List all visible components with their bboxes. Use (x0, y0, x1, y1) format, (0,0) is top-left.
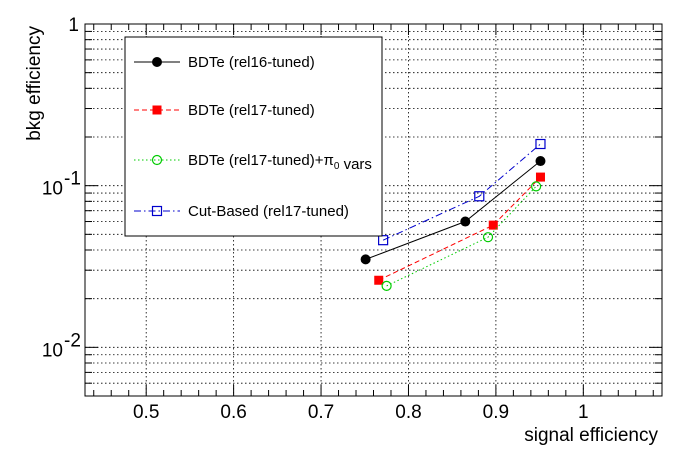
data-point (482, 232, 494, 243)
data-point (460, 216, 471, 227)
data-point (535, 156, 546, 167)
data-point (152, 57, 162, 67)
series-line (386, 186, 537, 287)
y-tick-label: 10 (42, 179, 63, 200)
legend-label: BDTe (rel16-tuned) (188, 54, 315, 71)
y-tick-label: 1 (68, 15, 79, 36)
x-tick-label: 0.7 (308, 402, 334, 423)
legend-label: Cut-Based (rel17-tuned) (188, 203, 349, 220)
data-point (531, 181, 542, 192)
data-point (474, 191, 485, 202)
y-tick-exponent: -1 (64, 169, 81, 190)
y-axis-title: bkg efficiency (24, 26, 45, 141)
x-tick-label: 1 (578, 402, 589, 423)
series-line (378, 176, 541, 281)
legend-label: BDTe (rel17-tuned)+π0 vars (188, 152, 372, 173)
series-line (382, 143, 541, 241)
series-1 (360, 156, 546, 265)
data-point (151, 205, 163, 217)
data-point (374, 275, 384, 285)
x-axis-title: signal efficiency (524, 425, 658, 446)
legend: BDTe (rel16-tuned) BDTe (rel17-tuned) BDTe… (124, 36, 383, 237)
data-point (535, 138, 546, 150)
legend-entry: BDTe (rel17-tuned)+π0 vars (134, 152, 372, 173)
data-point (535, 172, 545, 182)
data-point (151, 154, 163, 166)
legend-box (124, 36, 383, 237)
legend-entry: BDTe (rel16-tuned) (134, 54, 315, 71)
axes (84, 23, 663, 397)
series-3 (381, 181, 542, 291)
data-point (378, 235, 389, 246)
data-series (360, 138, 546, 291)
legend-label: BDTe (rel17-tuned) (188, 102, 315, 119)
legend-entry: Cut-Based (rel17-tuned) (134, 203, 349, 220)
x-tick-label: 0.9 (483, 402, 509, 423)
data-point (488, 220, 498, 230)
data-point (381, 280, 392, 291)
data-point (360, 254, 371, 265)
x-tick-label: 0.8 (395, 402, 421, 423)
y-tick-exponent: -2 (64, 330, 81, 351)
y-tick-label: 10 (42, 340, 63, 361)
x-tick-label: 0.5 (133, 402, 159, 423)
data-point (152, 105, 162, 115)
series-4 (378, 138, 546, 246)
series-2 (374, 172, 545, 285)
x-tick-label: 0.6 (220, 402, 246, 423)
legend-entry: BDTe (rel17-tuned) (134, 102, 315, 119)
